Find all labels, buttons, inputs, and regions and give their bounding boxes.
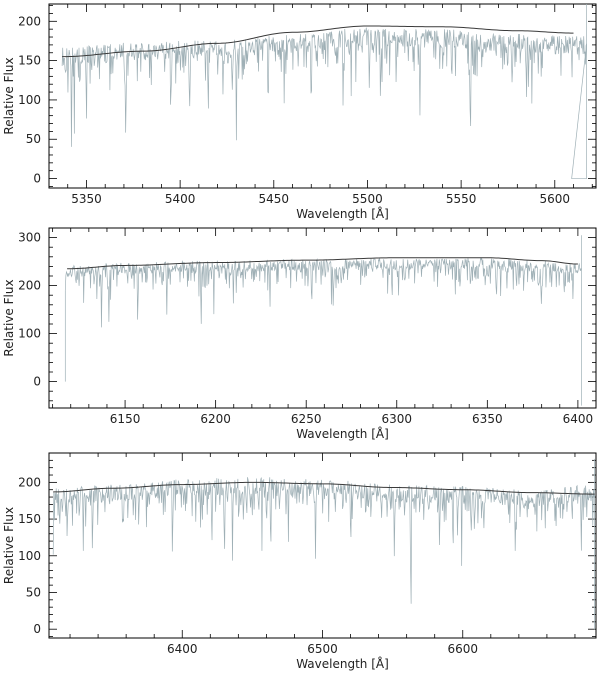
y-tick-label: 150 (18, 54, 41, 68)
y-tick-label: 100 (18, 327, 41, 341)
x-tick-label: 5600 (540, 192, 571, 206)
plot-data (64, 235, 582, 406)
x-tick-label: 5550 (446, 192, 477, 206)
plot-frame (48, 227, 597, 409)
x-tick-label: 5350 (71, 192, 102, 206)
x-tick-label: 5400 (165, 192, 196, 206)
continuum-fit-line (67, 257, 578, 270)
x-tick-label: 6500 (307, 642, 338, 656)
spectrum-line (61, 4, 587, 179)
x-tick-label: 6200 (200, 412, 231, 426)
y-tick-label: 200 (18, 475, 41, 489)
y-tick-label: 0 (33, 172, 41, 186)
plot-frame (48, 452, 597, 639)
y-tick-label: 200 (18, 14, 41, 28)
x-axis-label: Wavelength [Å] (296, 656, 389, 671)
y-tick-label: 0 (33, 622, 41, 636)
y-axis-label: Relative Flux (2, 279, 16, 356)
x-tick-label: 5450 (259, 192, 290, 206)
y-axis-label: Relative Flux (2, 507, 16, 584)
plot-data (61, 4, 587, 179)
spectrum-line (64, 235, 582, 406)
spectrum-panel-1: 5350 5400 5450 5500 5550 5600 0 50 100 150 200 Wave… (2, 3, 597, 221)
spectrum-line (52, 458, 595, 630)
spectrum-panel-2: 6150 6200 6250 6300 6350 6400 0 100 200 300 Wavele… (2, 227, 597, 441)
y-tick-label: 300 (18, 231, 41, 245)
x-tick-label: 6300 (381, 412, 412, 426)
x-axis-label: Wavelength [Å] (296, 206, 389, 221)
spectrum-panel-3: 6400 6500 6600 0 50 100 150 200 Wavelength [Å] Re… (2, 452, 597, 671)
plot-data (52, 458, 595, 630)
x-tick-label: 5500 (352, 192, 383, 206)
y-tick-label: 100 (18, 549, 41, 563)
x-tick-label: 6250 (291, 412, 322, 426)
x-tick-label: 6150 (110, 412, 141, 426)
y-axis-label: Relative Flux (2, 57, 16, 134)
x-tick-label: 6350 (472, 412, 503, 426)
plot-frame (48, 3, 597, 189)
x-tick-label: 6400 (563, 412, 594, 426)
y-tick-label: 200 (18, 279, 41, 293)
x-axis-label: Wavelength [Å] (296, 426, 389, 441)
continuum-fit-line (53, 481, 595, 495)
x-tick-label: 6400 (167, 642, 198, 656)
y-tick-label: 0 (33, 375, 41, 389)
y-tick-label: 100 (18, 93, 41, 107)
y-tick-label: 50 (26, 132, 41, 146)
continuum-fit-line (62, 25, 574, 58)
y-tick-label: 50 (26, 585, 41, 599)
x-tick-label: 6600 (447, 642, 478, 656)
y-tick-label: 150 (18, 512, 41, 526)
